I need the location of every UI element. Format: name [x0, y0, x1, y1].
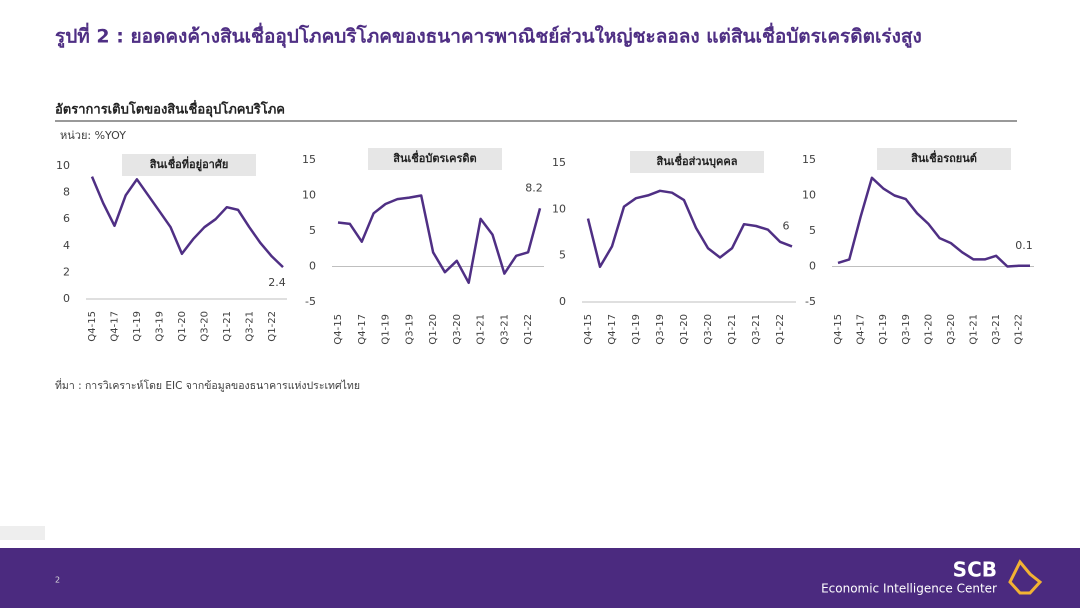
y-tick-label: -5: [305, 295, 316, 308]
source: ที่มา : การวิเคราะห์โดย EIC จากข้อมูลของ…: [55, 378, 360, 392]
line: [90, 176, 284, 269]
y-tick-label: 15: [802, 153, 816, 166]
y-tick-label: 10: [552, 202, 566, 215]
x-tick-label: Q1-21: [222, 311, 233, 342]
x-tick-label: Q3-21: [244, 311, 255, 342]
x-tick-label: Q1-21: [727, 314, 738, 345]
slide-title: รูปที่ 2 : ยอดคงค้างสินเชื่ออุปโภคบริโภค…: [55, 23, 922, 49]
y-tick-label: 6: [63, 212, 70, 225]
x-tick-label: Q4-17: [856, 314, 867, 345]
x-tick-label: Q4-15: [583, 314, 594, 345]
x-tick-label: Q1-19: [631, 314, 642, 345]
panel-title: สินเชื่อที่อยู่อาศัย: [149, 156, 228, 172]
value-label: 8.2: [525, 181, 543, 194]
x-tick-label: Q3-20: [452, 314, 463, 345]
x-tick-label: Q4-15: [87, 311, 98, 342]
value-label: 0.1: [1015, 239, 1033, 252]
x-tick-label: Q3-19: [655, 314, 666, 345]
line: [837, 176, 1030, 268]
panel-title-bg: [630, 151, 764, 173]
panel-title-bg: [877, 148, 1011, 170]
page-number: 2: [55, 576, 60, 585]
line: [586, 189, 793, 269]
x-tick-label: Q3-21: [751, 314, 762, 345]
y-tick-label: 10: [56, 159, 70, 172]
y-tick-label: 5: [309, 224, 316, 237]
tab: [0, 526, 45, 540]
x-tick-label: Q4-17: [607, 314, 618, 345]
line: [337, 194, 542, 285]
y-tick-label: 5: [809, 224, 816, 237]
x-tick-label: Q1-20: [679, 314, 690, 345]
y-tick-label: 2: [63, 265, 70, 278]
y-tick-label: 5: [559, 249, 566, 262]
x-tick-label: Q1-22: [1014, 314, 1025, 345]
y-tick-label: 0: [63, 292, 70, 305]
panel-title: สินเชื่อรถยนต์: [911, 150, 977, 165]
x-tick-label: Q1-19: [878, 314, 889, 345]
x-tick-label: Q1-22: [267, 311, 278, 342]
y-tick-label: 8: [63, 186, 70, 199]
y-tick-label: 10: [302, 189, 316, 202]
x-tick-label: Q1-19: [132, 311, 143, 342]
y-tick-label: 4: [63, 239, 70, 252]
brand-sub: Economic Intelligence Center: [821, 582, 997, 596]
y-tick-label: 0: [559, 295, 566, 308]
x-tick-label: Q3-21: [991, 314, 1002, 345]
x-tick-label: Q3-21: [499, 314, 510, 345]
value-label: 2.4: [268, 276, 286, 289]
panel-title-bg: [368, 148, 502, 170]
logo: [1008, 559, 1043, 595]
x-tick-label: Q3-20: [946, 314, 957, 345]
panel-title: สินเชื่อบัตรเครดิต: [393, 150, 477, 165]
x-tick-label: Q1-22: [775, 314, 786, 345]
x-tick-label: Q4-17: [357, 314, 368, 345]
x-tick-label: Q1-20: [923, 314, 934, 345]
x-tick-label: Q1-22: [523, 314, 534, 345]
brand: SCB: [953, 558, 997, 582]
x-tick-label: Q3-19: [404, 314, 415, 345]
panel-title: สินเชื่อส่วนบุคคล: [656, 153, 737, 169]
x-tick-label: Q3-19: [901, 314, 912, 345]
y-tick-label: 10: [802, 189, 816, 202]
x-tick-label: Q1-21: [969, 314, 980, 345]
x-tick-label: Q1-20: [177, 311, 188, 342]
subtitle: อัตราการเติบโตของสินเชื่ออุปโภคบริโภค: [55, 100, 285, 118]
panel-title-bg: [122, 154, 256, 176]
x-tick-label: Q3-20: [703, 314, 714, 345]
x-tick-label: Q4-15: [833, 314, 844, 345]
footer: [0, 548, 1080, 608]
x-tick-label: Q1-19: [381, 314, 392, 345]
y-tick-label: 0: [809, 260, 816, 273]
y-tick-label: -5: [805, 295, 816, 308]
x-tick-label: Q3-20: [199, 311, 210, 342]
charts: สินเชื่อที่อยู่อาศัย 0 2 4 6 8 10 Q4-15 Q4-17 Q1-…: [56, 148, 1034, 345]
x-tick-label: Q4-15: [333, 314, 344, 345]
x-tick-label: Q1-20: [428, 314, 439, 345]
unit: หน่วย: %YOY: [60, 129, 126, 142]
x-tick-label: Q4-17: [109, 311, 120, 342]
y-tick-label: 15: [552, 156, 566, 169]
y-tick-label: 0: [309, 260, 316, 273]
value-label: 6: [783, 219, 790, 232]
x-tick-label: Q3-19: [154, 311, 165, 342]
y-tick-label: 15: [302, 153, 316, 166]
x-tick-label: Q1-21: [476, 314, 487, 345]
